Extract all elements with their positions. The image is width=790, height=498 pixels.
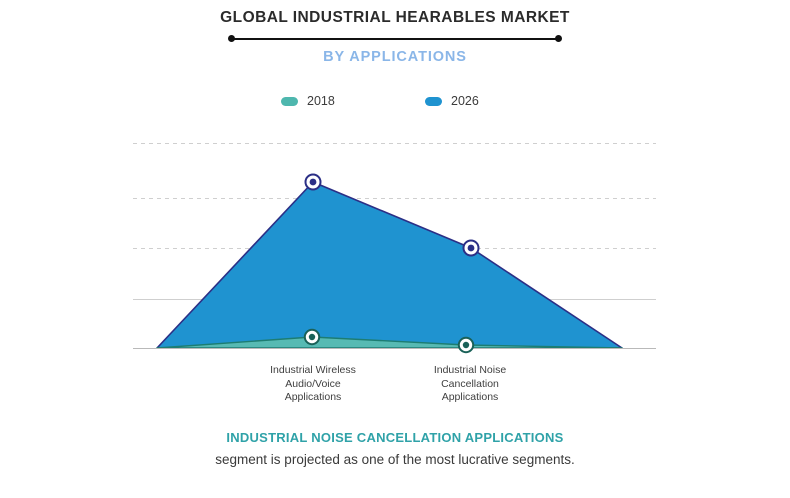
divider-dot-right <box>555 35 562 43</box>
legend-swatch-2026 <box>425 96 442 106</box>
x-axis-label-0-line-1: Audio/Voice <box>285 377 341 390</box>
legend-item-2018[interactable]: 2018 <box>281 92 335 110</box>
page-title: GLOBAL INDUSTRIAL HEARABLES MARKET <box>220 9 570 26</box>
data-point-2026-cat1 <box>462 239 480 257</box>
x-axis-label-0-line-0: Industrial Wireless <box>270 364 356 376</box>
chart-legend: 2018 2026 <box>255 92 535 112</box>
series-area-2026 <box>156 181 623 349</box>
caption-text: segment is projected as one of the most … <box>215 452 575 467</box>
x-axis-label-1-line-1: Cancellation <box>441 377 499 390</box>
legend-swatch-2018 <box>281 96 298 106</box>
data-point-2018-cat0 <box>303 328 321 346</box>
data-point-2026-cat0 <box>304 173 322 191</box>
legend-label-2018: 2018 <box>307 94 335 108</box>
divider-dot-left <box>228 35 235 43</box>
x-axis-labels: Industrial Wireless Audio/Voice Applicat… <box>0 364 790 408</box>
legend-item-2026[interactable]: 2026 <box>425 92 479 110</box>
x-axis-label-0-line-2: Applications <box>284 391 342 403</box>
chart-caption: INDUSTRIAL NOISE CANCELLATION APPLICATIO… <box>0 428 790 470</box>
chart-subtitle: BY APPLICATIONS <box>323 49 467 65</box>
caption-highlight: INDUSTRIAL NOISE CANCELLATION APPLICATIO… <box>226 430 564 445</box>
x-axis-label-1-line-2: Applications <box>441 391 499 403</box>
x-axis-label-1-line-0: Industrial Noise <box>433 364 507 376</box>
legend-label-2026: 2026 <box>451 94 479 108</box>
chart-header: GLOBAL INDUSTRIAL HEARABLES MARKET BY AP… <box>0 8 790 67</box>
x-axis-label-1: Industrial Noise Cancellation Applicatio… <box>395 364 545 405</box>
title-divider <box>228 33 562 45</box>
x-axis-label-0: Industrial Wireless Audio/Voice Applicat… <box>238 364 388 405</box>
data-point-2018-cat1 <box>457 336 475 354</box>
divider-rule <box>232 38 558 40</box>
